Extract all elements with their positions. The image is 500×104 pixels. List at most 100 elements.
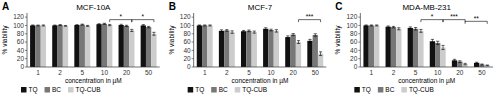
error-bar	[108, 24, 111, 25]
error-bar	[480, 64, 483, 66]
error-bar	[486, 65, 489, 67]
plot-area	[363, 25, 489, 67]
bar	[30, 25, 35, 67]
y-tick	[25, 50, 27, 51]
x-tick-label: 2	[58, 69, 62, 76]
error-bar	[97, 23, 100, 25]
legend-swatch	[378, 87, 384, 93]
bar	[74, 25, 79, 67]
panel: 020406080100120125102050concentration in…	[334, 1, 493, 94]
x-tick-label: 5	[414, 69, 418, 76]
legend-swatch	[354, 87, 360, 93]
error-bar	[220, 30, 223, 32]
y-tick-label: 100	[13, 22, 24, 29]
bar	[41, 25, 46, 67]
bar	[80, 25, 85, 67]
error-bar	[441, 45, 444, 49]
error-bar	[120, 24, 123, 25]
error-bar	[475, 62, 478, 63]
bar	[229, 32, 234, 67]
bar	[296, 42, 301, 67]
legend: TQBCTQ-CUB	[188, 86, 267, 94]
bar	[119, 25, 124, 67]
bar	[35, 25, 40, 67]
legend-label: TQ	[29, 86, 38, 94]
legend-label: TQ	[362, 86, 371, 94]
y-tick	[25, 17, 27, 18]
error-bar	[458, 61, 461, 63]
y-tick	[25, 58, 27, 59]
bar	[268, 30, 273, 67]
error-bar	[31, 24, 34, 26]
x-tick-label: 50	[145, 69, 153, 76]
bar	[408, 28, 413, 67]
y-tick	[192, 58, 194, 59]
error-bar	[253, 31, 256, 33]
y-tick-label: 40	[350, 47, 358, 54]
error-bar	[397, 28, 400, 30]
y-tick-label: 60	[350, 38, 358, 45]
bar	[479, 65, 484, 67]
plot-area	[197, 25, 323, 67]
error-bar	[242, 30, 245, 32]
panel-label: A	[2, 1, 9, 12]
x-tick-label: 5	[247, 69, 251, 76]
error-bar	[409, 27, 412, 29]
bar	[291, 35, 296, 67]
bar	[197, 25, 202, 67]
panel: 020406080100120125102050concentration in…	[168, 1, 327, 94]
y-tick	[358, 50, 360, 51]
bar	[457, 62, 462, 67]
error-bar	[125, 25, 128, 26]
title: MDA-MB-231	[402, 3, 451, 12]
bar	[285, 37, 290, 67]
significance-bracket	[298, 20, 320, 23]
legend-label: TQ-CUB	[409, 86, 434, 94]
x-axis-line	[27, 67, 160, 68]
bar	[374, 25, 379, 67]
error-bar	[375, 24, 378, 26]
figure: 020406080100120125102050concentration in…	[0, 0, 500, 104]
y-tick	[25, 25, 27, 26]
bar	[274, 31, 279, 67]
error-bar	[314, 34, 317, 36]
y-tick-label: 120	[13, 13, 24, 20]
y-tick-label: 80	[350, 30, 358, 37]
significance-label: *	[142, 13, 145, 20]
y-tick-label: 100	[346, 22, 357, 29]
legend: TQBCTQ-CUB	[21, 86, 100, 94]
bar	[430, 41, 435, 67]
x-axis-label: concentration in µM	[65, 77, 122, 85]
y-tick	[192, 33, 194, 34]
error-bar	[464, 63, 467, 64]
error-bar	[81, 24, 84, 26]
legend-label: BC	[52, 86, 61, 93]
y-tick	[358, 33, 360, 34]
y-tick	[192, 25, 194, 26]
error-bar	[225, 30, 228, 32]
error-bar	[387, 26, 390, 27]
error-bar	[292, 34, 295, 36]
bar	[413, 29, 418, 67]
y-tick-label: 60	[183, 38, 191, 45]
y-tick-label: 60	[17, 38, 25, 45]
error-bar	[364, 24, 367, 26]
legend-swatch	[188, 87, 194, 93]
bar	[96, 24, 101, 67]
error-bar	[431, 39, 434, 43]
error-bar	[64, 25, 67, 27]
bar	[241, 31, 246, 67]
significance-label: ***	[306, 13, 314, 20]
y-tick-label: 0	[187, 63, 191, 70]
error-bar	[419, 29, 422, 32]
y-tick	[25, 67, 27, 68]
x-tick-label: 10	[434, 69, 442, 76]
error-bar	[36, 25, 39, 27]
panel-label: B	[169, 1, 176, 12]
bar	[52, 25, 57, 67]
x-tick-label: 10	[267, 69, 275, 76]
bar	[440, 47, 445, 67]
error-bar	[208, 24, 211, 26]
bar	[246, 31, 251, 67]
x-tick-label: 20	[123, 69, 131, 76]
